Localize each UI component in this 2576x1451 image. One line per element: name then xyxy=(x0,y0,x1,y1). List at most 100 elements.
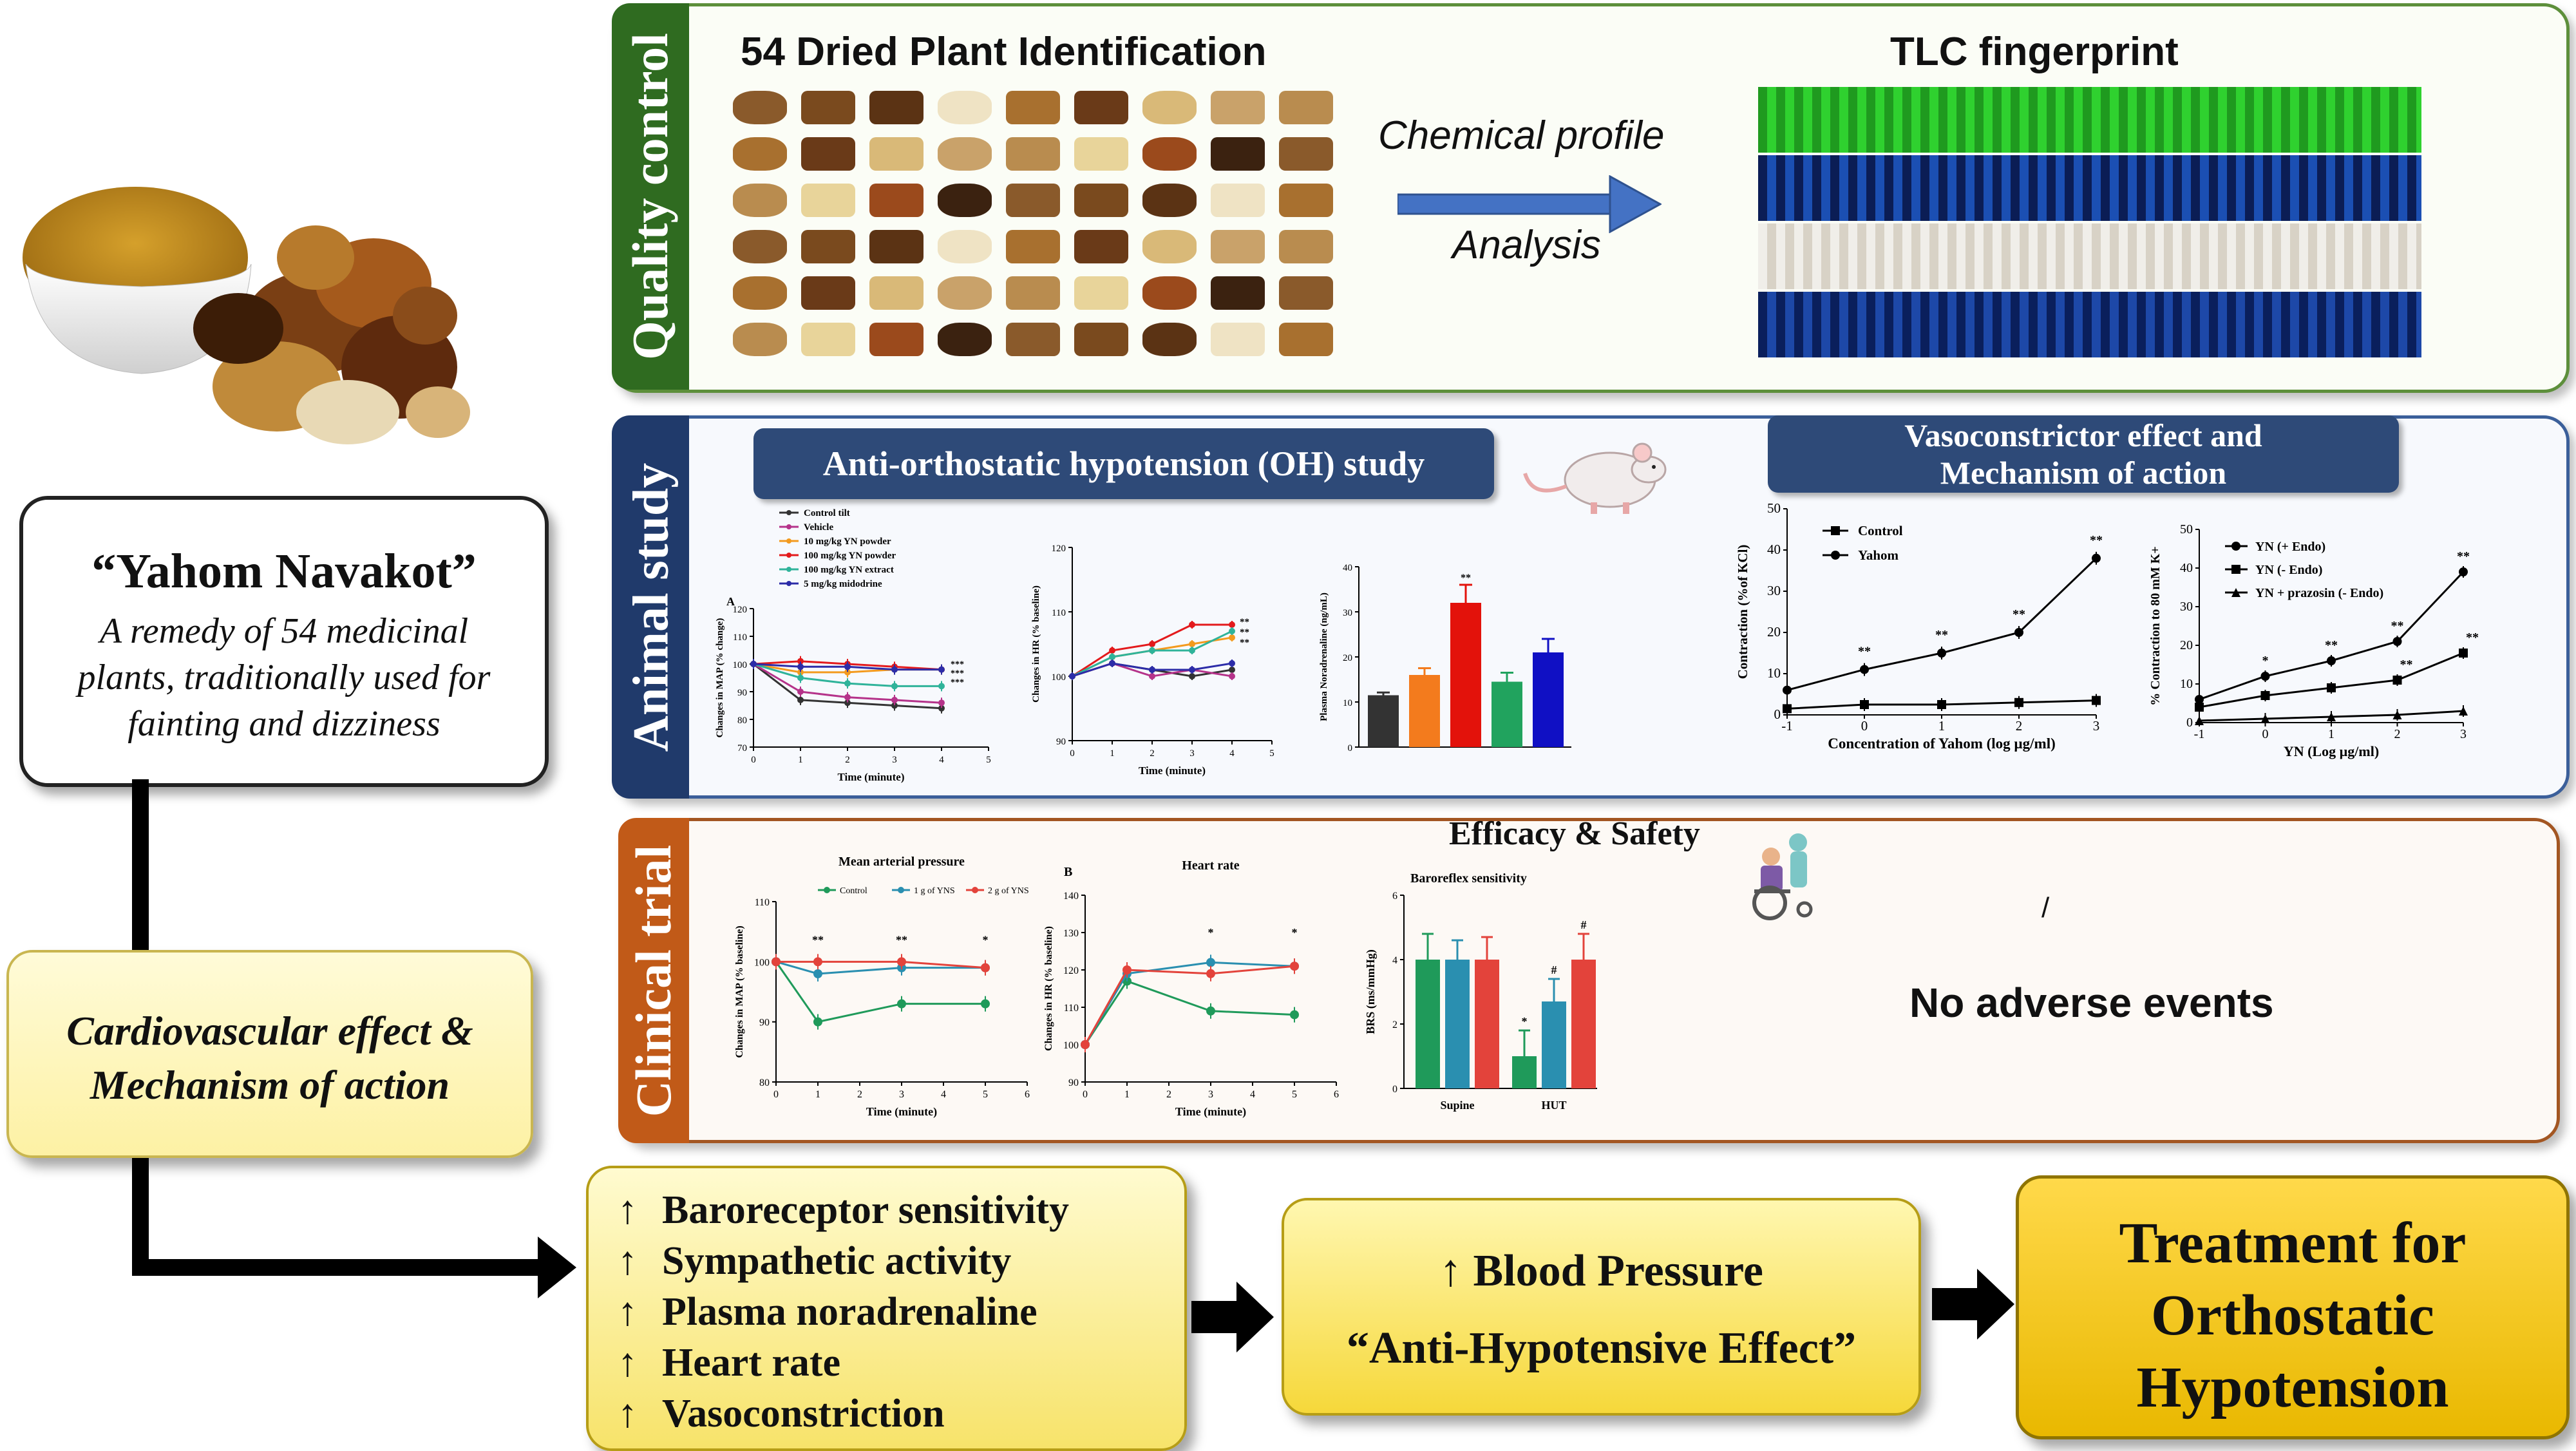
data-point xyxy=(750,661,757,667)
plant-sample xyxy=(1006,276,1060,310)
x-tick-label: 2 xyxy=(1166,1089,1171,1100)
data-point xyxy=(2195,695,2204,704)
y-tick-label: 100 xyxy=(1063,1040,1079,1051)
significance-label: ** xyxy=(2090,533,2103,547)
data-point xyxy=(1937,700,1946,709)
x-tick-label: 4 xyxy=(1250,1089,1255,1100)
plant-sample xyxy=(1279,323,1333,356)
legend-label: 100 mg/kg YN powder xyxy=(804,551,896,561)
x-tick-label: HUT xyxy=(1541,1099,1566,1112)
plant-sample xyxy=(1142,230,1197,263)
legend-swatch xyxy=(786,524,791,529)
x-tick-label: 1 xyxy=(1110,748,1115,759)
plant-sample xyxy=(869,276,923,310)
plant-sample xyxy=(801,230,855,263)
y-tick-label: 30 xyxy=(1767,583,1781,598)
y-tick-label: 0 xyxy=(1774,707,1781,722)
data-point xyxy=(891,696,898,703)
bar xyxy=(1445,960,1470,1088)
y-tick-label: 4 xyxy=(1392,955,1397,966)
analysis-label: Analysis xyxy=(1452,223,1601,267)
y-tick-label: 2 xyxy=(1392,1019,1397,1030)
y-axis-label: Plasma Noradrenaline (ng/mL) xyxy=(1319,593,1329,721)
plant-title: 54 Dried Plant Identification xyxy=(741,30,1267,74)
bar xyxy=(1450,603,1481,747)
x-tick-label: 1 xyxy=(1124,1089,1130,1100)
bp-line-2: “Anti-Hypotensive Effect” xyxy=(1346,1323,1857,1373)
y-tick-label: 0 xyxy=(1392,1084,1397,1095)
x-tick-label: -1 xyxy=(1781,718,1793,734)
x-tick-label: 2 xyxy=(2394,727,2401,741)
data-point xyxy=(1831,551,1840,560)
legend-swatch xyxy=(786,510,791,515)
data-point xyxy=(813,969,822,978)
y-tick-label: 100 xyxy=(1052,672,1066,683)
animal-study-label: Animal study xyxy=(622,462,678,752)
legend-swatch xyxy=(786,553,791,558)
x-tick-label: 5 xyxy=(1292,1089,1297,1100)
bar xyxy=(1368,695,1399,747)
y-tick-label: 110 xyxy=(1052,608,1066,618)
legend-label: YN + prazosin (- Endo) xyxy=(2255,586,2383,600)
data-point xyxy=(1229,667,1235,673)
y-axis-label: % Contraction to 80 mM K+ xyxy=(2148,546,2163,705)
significance-label: *** xyxy=(951,669,964,678)
data-point xyxy=(797,696,804,703)
data-point xyxy=(2231,588,2240,597)
x-axis-label: Concentration of Yahom (log µg/ml) xyxy=(1828,735,2056,752)
effect-item: ↑ Plasma noradrenaline xyxy=(618,1287,1069,1338)
data-point xyxy=(938,705,945,712)
chemical-profile-label: Chemical profile xyxy=(1378,113,1665,158)
y-tick-label: 6 xyxy=(1392,891,1397,902)
data-point xyxy=(1937,649,1946,658)
data-point xyxy=(2260,691,2270,700)
series-line xyxy=(1084,980,1295,1045)
cardio-line-2: Mechanism of action xyxy=(90,1062,450,1108)
plant-sample xyxy=(1074,323,1128,356)
data-point xyxy=(1783,704,1792,714)
plant-sample xyxy=(1142,91,1197,124)
treatment-line-3: Hypotension xyxy=(2136,1356,2449,1419)
plant-sample xyxy=(938,230,992,263)
effect-item: ↑ Sympathetic activity xyxy=(618,1236,1069,1287)
x-tick-label: -1 xyxy=(2194,727,2205,741)
connector-horizontal xyxy=(132,1259,544,1276)
data-point xyxy=(1109,654,1115,660)
remedy-line-2: plants, traditionally used for xyxy=(77,658,491,697)
flow-arrow xyxy=(1397,175,1662,233)
data-point xyxy=(897,999,906,1009)
plant-sample xyxy=(1211,137,1265,171)
x-tick-label: 1 xyxy=(815,1089,820,1100)
arrow-bp-to-treatment xyxy=(1932,1269,2014,1340)
significance-label: ** xyxy=(1461,573,1471,583)
up-arrow-icon: ↑ xyxy=(618,1392,638,1436)
y-tick-label: 90 xyxy=(759,1018,770,1029)
significance-label: * xyxy=(1522,1015,1528,1028)
remedy-line-3: fainting and dizziness xyxy=(128,704,440,744)
bp-line-1: ↑ Blood Pressure xyxy=(1439,1246,1763,1296)
up-arrow-icon: ↑ xyxy=(618,1188,638,1232)
effect-item-label: Plasma noradrenaline xyxy=(662,1290,1037,1334)
y-tick-label: 80 xyxy=(737,716,747,726)
plant-sample xyxy=(801,184,855,217)
up-arrow-icon: ↑ xyxy=(618,1341,638,1385)
x-axis-label: Time (minute) xyxy=(837,771,904,783)
data-point xyxy=(797,663,804,670)
plant-sample xyxy=(733,323,787,356)
plant-sample xyxy=(1279,137,1333,171)
significance-label: ** xyxy=(1858,645,1871,659)
vaso-banner-line-2: Mechanism of action xyxy=(1940,455,2227,491)
x-tick-label: 6 xyxy=(1334,1089,1339,1100)
plant-sample xyxy=(1279,276,1333,310)
plant-sample xyxy=(1142,184,1197,217)
series-line xyxy=(1084,965,1295,1045)
plant-sample xyxy=(869,323,923,356)
plant-sample xyxy=(801,137,855,171)
chart-hr-clinical: 90 100 110 120 130 140 0 1 2 3 4 5 6 Time (minute) Cha… xyxy=(1043,858,1339,1119)
plant-sample xyxy=(938,137,992,171)
x-tick-label: 1 xyxy=(798,755,803,765)
legend-label: Control xyxy=(840,886,867,896)
treatment-line-1: Treatment for xyxy=(2119,1211,2467,1275)
y-tick-label: 100 xyxy=(754,957,770,968)
plant-sample xyxy=(1211,276,1265,310)
